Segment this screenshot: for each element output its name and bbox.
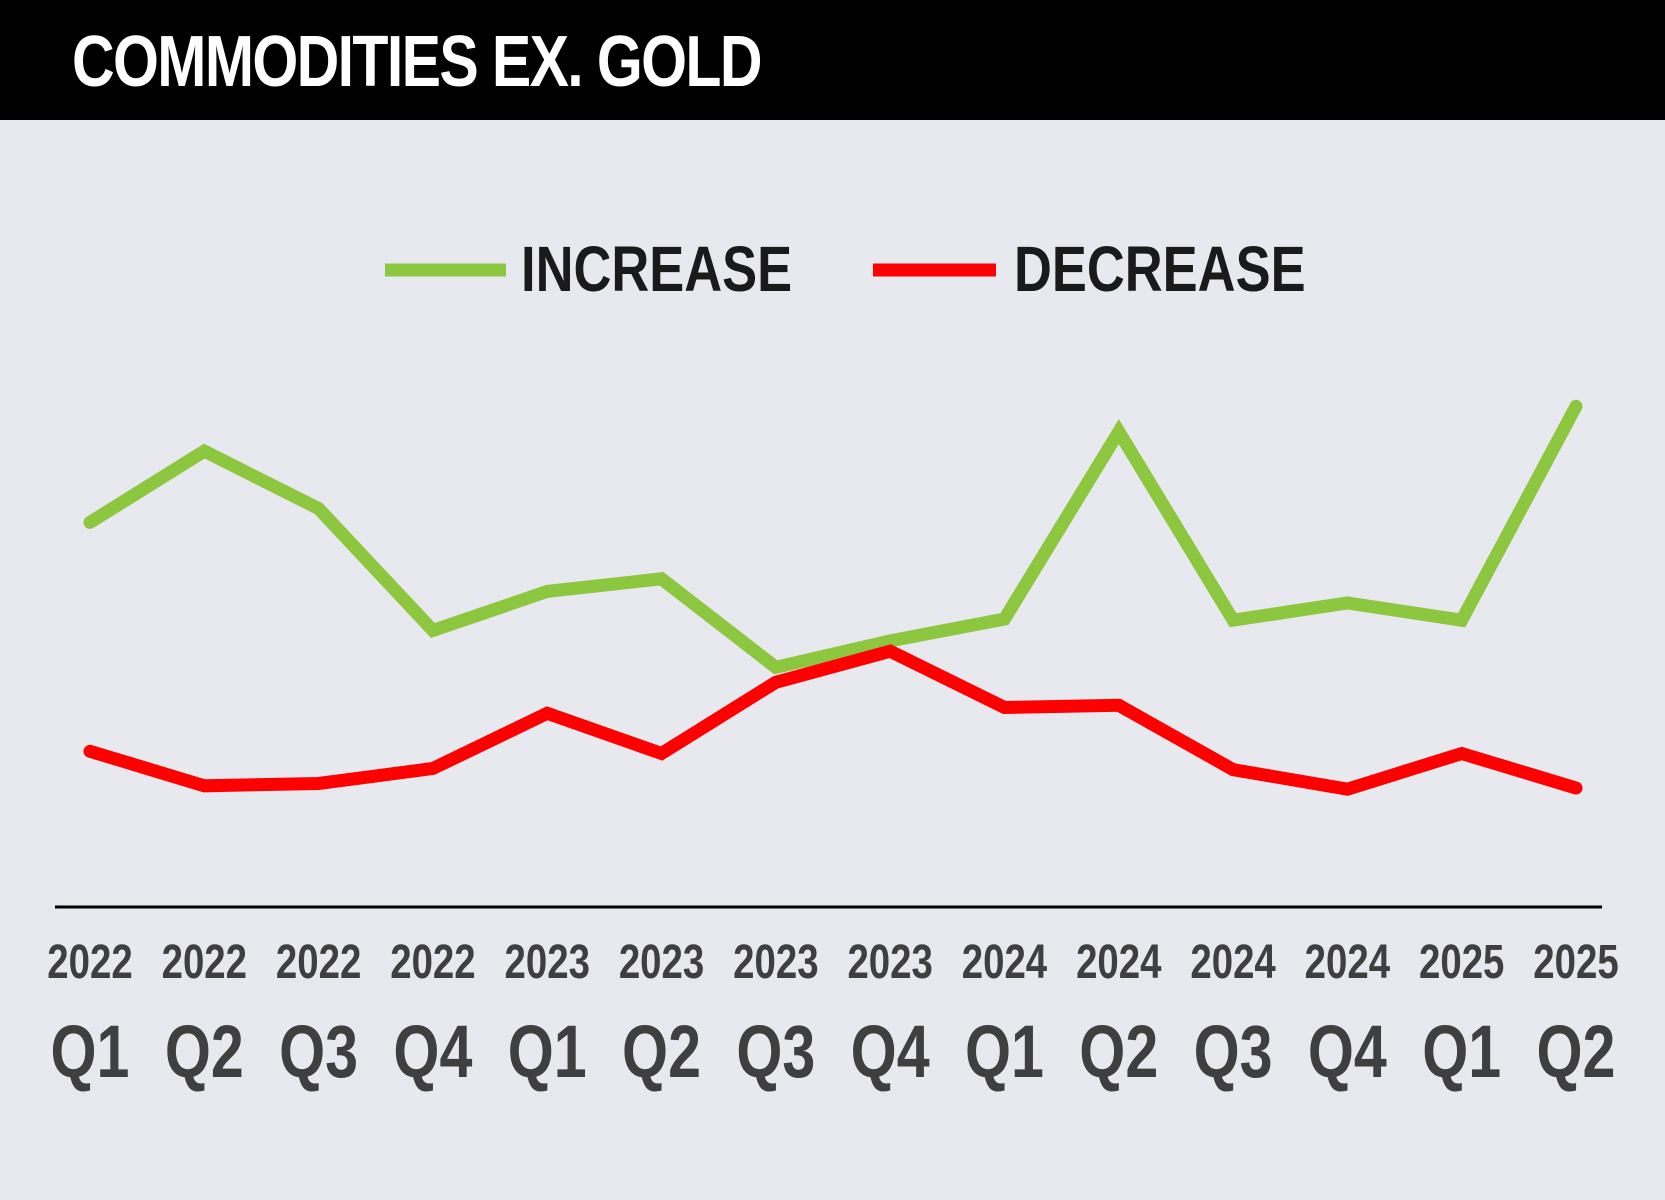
x-tick-year-label: 2022 [162, 936, 247, 989]
series-increase [83, 399, 1583, 675]
x-tick-year-label: 2023 [505, 936, 590, 989]
x-tick-quarter-label: Q3 [736, 1011, 815, 1094]
x-tick-quarter-label: Q4 [393, 1011, 472, 1094]
x-tick-year-label: 2024 [1305, 936, 1390, 989]
x-tick-quarter-label: Q2 [165, 1011, 244, 1094]
x-tick-year-label: 2024 [1076, 936, 1161, 989]
x-tick-12: 2025 Q1 [1419, 936, 1504, 1094]
x-tick-quarter-label: Q1 [508, 1011, 587, 1094]
x-tick-year-label: 2024 [1190, 936, 1275, 989]
x-tick-year-label: 2022 [390, 936, 475, 989]
series-decrease [83, 644, 1583, 796]
x-tick-quarter-label: Q2 [1079, 1011, 1158, 1094]
x-tick-quarter-label: Q1 [965, 1011, 1044, 1094]
page-title: COMMODITIES EX. GOLD [72, 22, 762, 102]
x-tick-year-label: 2023 [733, 936, 818, 989]
x-tick-quarter-label: Q2 [622, 1011, 701, 1094]
x-tick-quarter-label: Q2 [1537, 1011, 1616, 1094]
x-tick-quarter-label: Q4 [851, 1011, 930, 1094]
x-tick-7: 2023 Q4 [847, 936, 932, 1094]
x-tick-year-label: 2024 [962, 936, 1047, 989]
x-tick-year-label: 2023 [619, 936, 704, 989]
chart-legend: INCREASE DECREASE [385, 234, 1306, 305]
x-tick-11: 2024 Q4 [1305, 936, 1390, 1094]
title-bar: COMMODITIES EX. GOLD [0, 0, 1665, 120]
x-axis-ticks: 2022Q12022Q22022Q32022Q42023Q12023Q22023… [47, 936, 1618, 1094]
x-tick-4: 2023 Q1 [505, 936, 590, 1094]
x-tick-quarter-label: Q1 [51, 1011, 130, 1094]
series-line-decrease [83, 644, 1583, 796]
x-tick-2: 2022 Q3 [276, 936, 361, 1094]
x-tick-year-label: 2025 [1533, 936, 1618, 989]
x-tick-year-label: 2023 [847, 936, 932, 989]
chart-series [83, 399, 1583, 796]
x-tick-1: 2022 Q2 [162, 936, 247, 1094]
legend-label-decrease: DECREASE [1014, 234, 1306, 305]
legend-item-increase: INCREASE [385, 234, 792, 305]
x-tick-9: 2024 Q2 [1076, 936, 1161, 1094]
x-tick-year-label: 2022 [276, 936, 361, 989]
x-tick-5: 2023 Q2 [619, 936, 704, 1094]
x-tick-3: 2022 Q4 [390, 936, 475, 1094]
x-tick-quarter-label: Q3 [279, 1011, 358, 1094]
x-tick-year-label: 2025 [1419, 936, 1504, 989]
x-tick-0: 2022 Q1 [47, 936, 132, 1094]
x-tick-quarter-label: Q1 [1422, 1011, 1501, 1094]
x-tick-13: 2025 Q2 [1533, 936, 1618, 1094]
x-tick-10: 2024 Q3 [1190, 936, 1275, 1094]
series-line-increase [83, 399, 1583, 675]
x-tick-quarter-label: Q3 [1194, 1011, 1273, 1094]
x-tick-quarter-label: Q4 [1308, 1011, 1387, 1094]
x-tick-year-label: 2022 [47, 936, 132, 989]
x-tick-6: 2023 Q3 [733, 936, 818, 1094]
legend-label-increase: INCREASE [521, 234, 792, 305]
x-tick-8: 2024 Q1 [962, 936, 1047, 1094]
legend-item-decrease: DECREASE [873, 234, 1306, 305]
